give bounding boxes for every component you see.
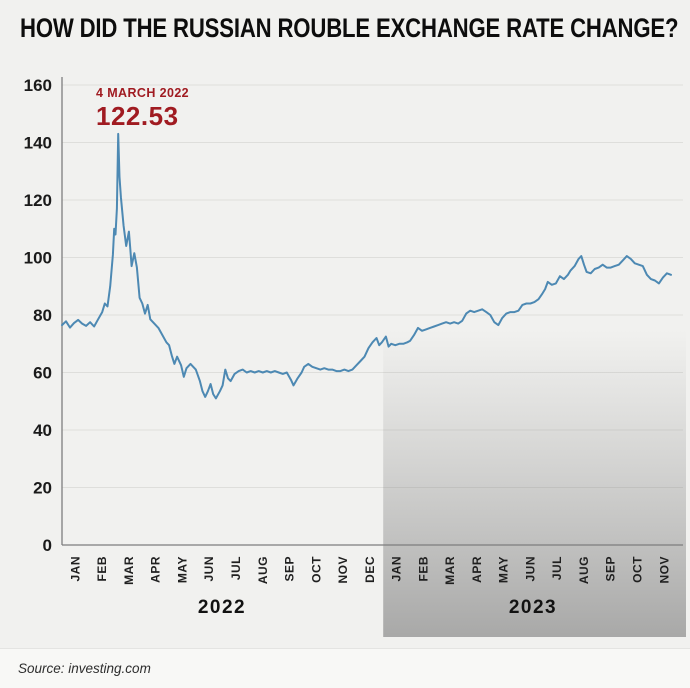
x-axis-month-label: FEB [95, 556, 109, 582]
x-axis-month-label: NOV [336, 556, 350, 584]
y-axis-tick-label: 40 [33, 421, 52, 440]
x-axis-month-label: OCT [309, 556, 323, 583]
peak-annotation: 4 MARCH 2022 122.53 [96, 86, 189, 132]
y-axis-tick-label: 140 [24, 134, 52, 153]
x-axis-month-label: MAR [122, 556, 136, 585]
peak-annotation-date: 4 MARCH 2022 [96, 86, 190, 100]
source-footer: Source: investing.com [0, 648, 690, 688]
y-axis-tick-label: 0 [43, 536, 52, 555]
x-axis-month-label: APR [470, 556, 484, 583]
x-axis-month-label: JUL [550, 556, 564, 580]
y-axis-tick-label: 80 [33, 306, 52, 325]
x-axis-month-label: DEC [363, 556, 377, 583]
y-axis-tick-label: 20 [33, 479, 52, 498]
y-axis-tick-label: 160 [24, 76, 52, 95]
y-axis-tick-label: 120 [24, 191, 52, 210]
exchange-rate-line [61, 132, 672, 400]
year-label-2022: 2022 [197, 597, 247, 618]
x-axis-month-label: SEP [283, 556, 297, 582]
chart-title: HOW DID THE RUSSIAN ROUBLE EXCHANGE RATE… [20, 13, 690, 44]
x-axis-month-label: NOV [657, 556, 671, 584]
x-axis-month-label: JUL [229, 556, 243, 580]
x-axis-month-label: MAY [497, 556, 511, 583]
chart-title-text: HOW DID THE RUSSIAN ROUBLE EXCHANGE RATE… [20, 13, 679, 43]
y-axis-tick-label: 60 [33, 364, 52, 383]
x-axis-month-label: JAN [68, 556, 82, 582]
x-axis-month-label: MAR [443, 556, 457, 585]
x-axis-month-label: SEP [604, 556, 618, 582]
x-axis-month-label: MAY [176, 556, 190, 583]
y-axis-tick-label: 100 [24, 249, 52, 268]
x-axis-month-label: AUG [256, 556, 270, 584]
x-axis-month-label: OCT [631, 556, 645, 583]
x-axis-month-label: JAN [390, 556, 404, 582]
source-credit: Source: investing.com [18, 661, 151, 676]
x-axis-month-label: JUN [202, 556, 216, 582]
highlight-2023-region [383, 330, 686, 637]
x-axis-month-label: FEB [416, 556, 430, 582]
x-axis-month-label: APR [149, 556, 163, 583]
x-axis-month-label: AUG [577, 556, 591, 584]
x-axis-month-label: JUN [523, 556, 537, 582]
exchange-rate-line-chart: 0 20 40 60 80 100 120 140 160 JAN FEB MAR APR MAY JUN J… [24, 76, 686, 637]
peak-annotation-value: 122.53 [96, 101, 179, 131]
year-label-2023: 2023 [508, 597, 558, 618]
